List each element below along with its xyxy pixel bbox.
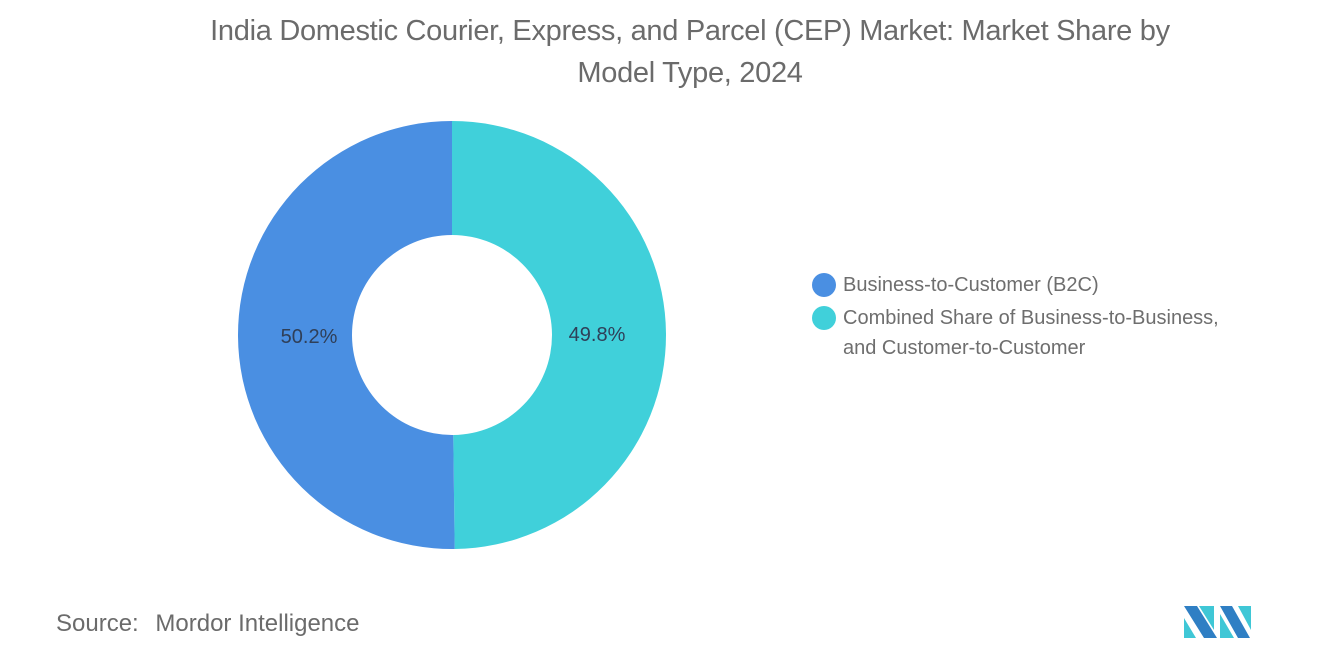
chart-title: India Domestic Courier, Express, and Par… <box>140 10 1240 94</box>
source-note: Source: Mordor Intelligence <box>56 610 360 638</box>
source-label: Source: <box>56 610 139 637</box>
chart-title-line-2: Model Type, 2024 <box>577 57 803 89</box>
legend-label-combined-line-1: Combined Share of Business-to-Business, <box>843 307 1219 329</box>
donut-slice-b2c[interactable] <box>237 121 455 550</box>
mordor-intelligence-logo-icon <box>1184 606 1251 638</box>
source-value: Mordor Intelligence <box>155 610 360 637</box>
legend-item-combined[interactable]: Combined Share of Business-to-Business, … <box>811 303 1291 363</box>
legend-dot-combined-icon <box>812 306 836 330</box>
legend-dot-b2c-icon <box>812 273 836 297</box>
donut-slice-combined-b2b-c2c[interactable] <box>452 121 666 549</box>
chart-title-line-1: India Domestic Courier, Express, and Par… <box>210 15 1170 47</box>
legend-label-b2c: Business-to-Customer (B2C) <box>843 274 1099 296</box>
legend-label-combined-line-2: and Customer-to-Customer <box>843 337 1086 359</box>
legend-item-b2c[interactable]: Business-to-Customer (B2C) <box>811 270 1291 300</box>
data-label-b2c: 50.2% <box>281 326 338 348</box>
chart-legend: Business-to-Customer (B2C) Combined Shar… <box>811 270 1291 366</box>
data-label-combined: 49.8% <box>569 324 626 346</box>
